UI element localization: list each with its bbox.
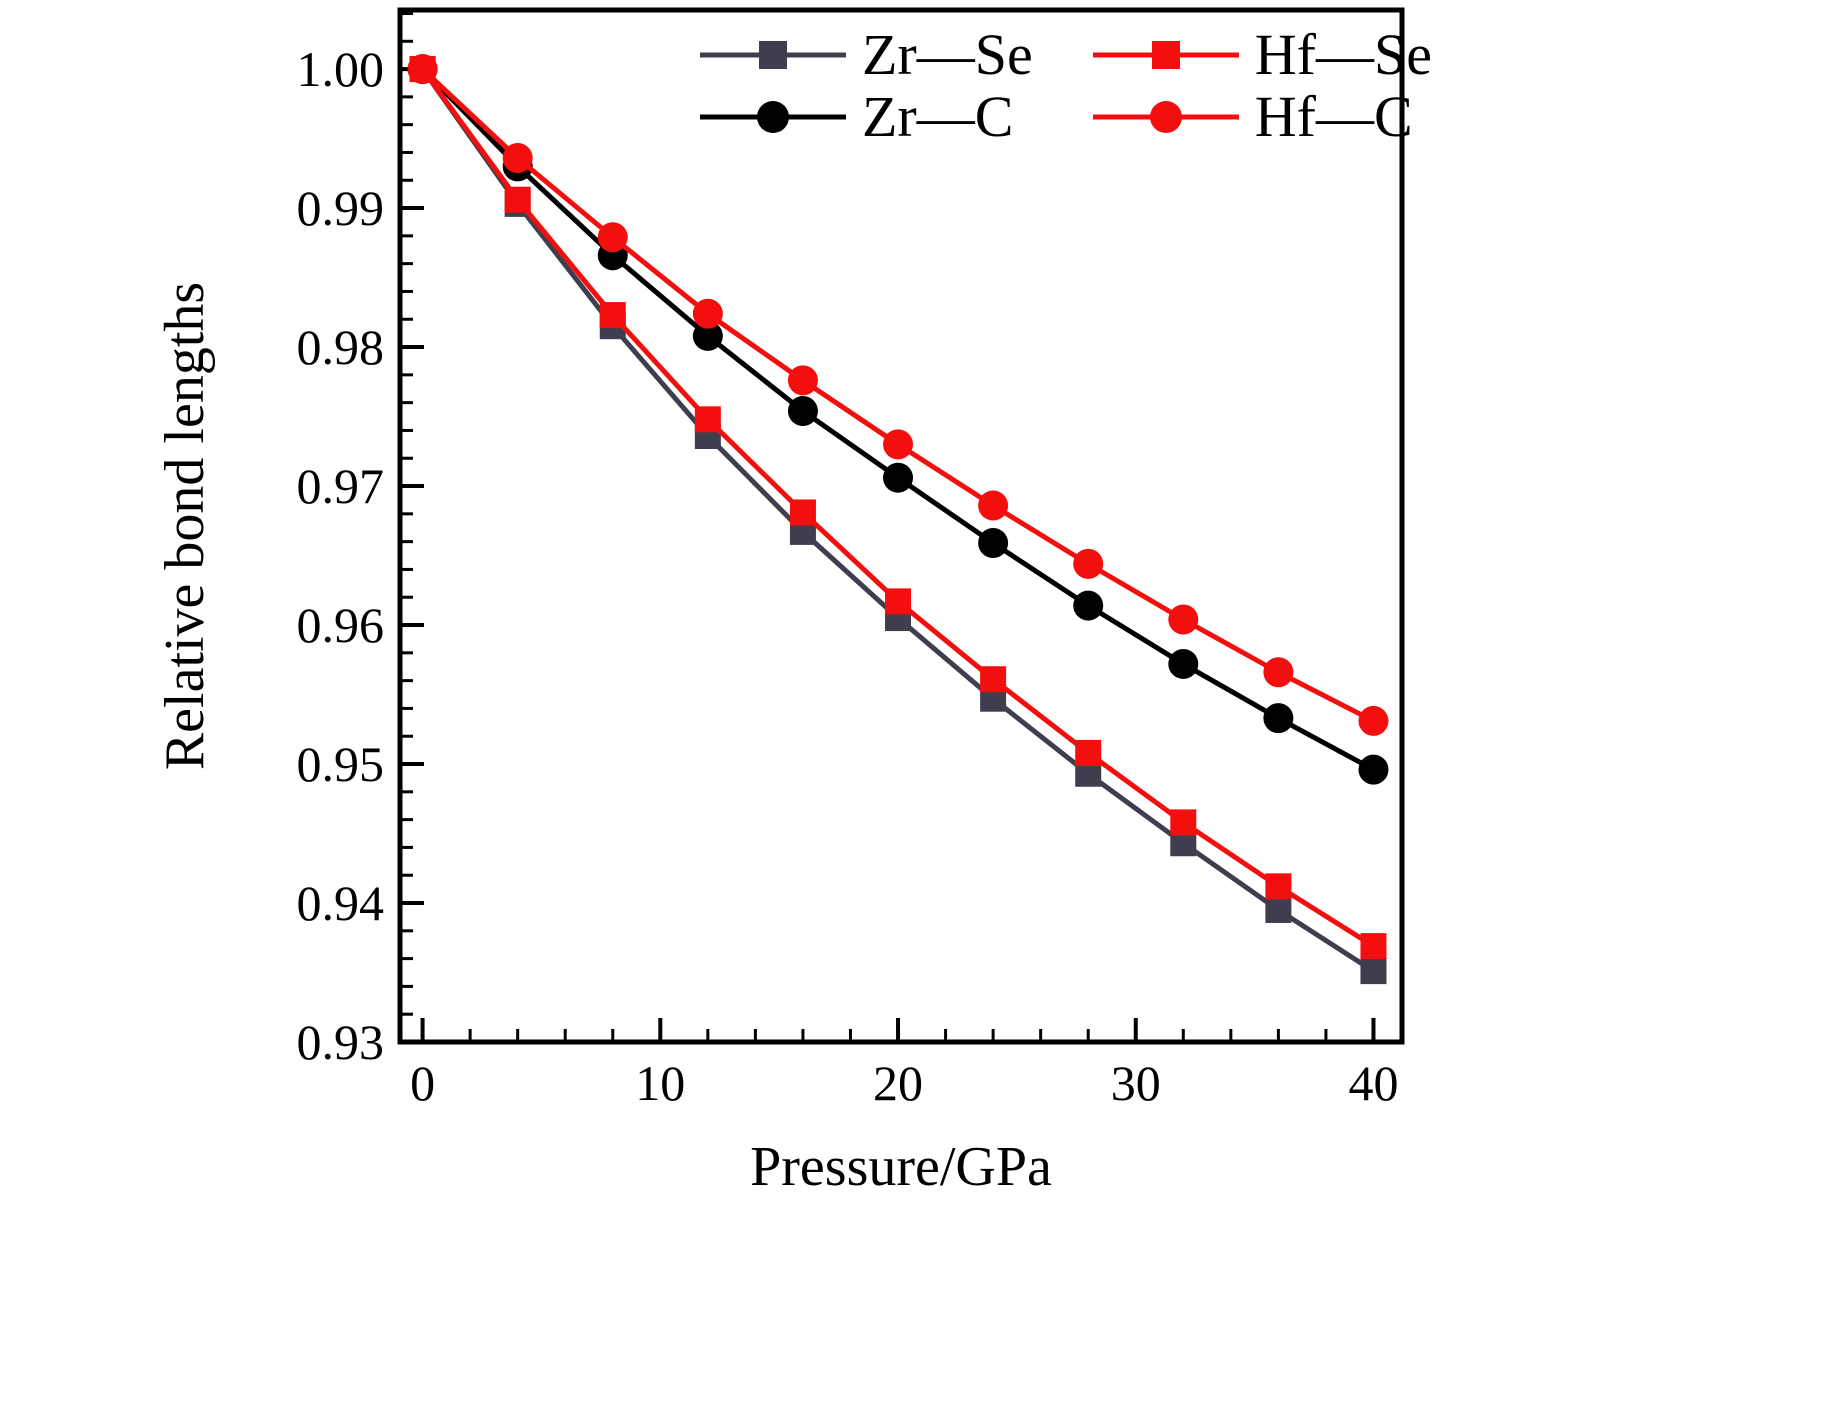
series-zr-se-marker: [1360, 958, 1387, 985]
series-hf-c-marker: [502, 143, 533, 174]
series-zr-se-marker: [1265, 896, 1292, 923]
series-hf-se-marker: [1170, 809, 1197, 836]
x-tick-label: 20: [873, 1055, 923, 1111]
series-hf-c-marker: [1263, 657, 1294, 688]
legend-label: Hf—Se: [1254, 22, 1432, 87]
plot-frame: [397, 7, 1405, 1045]
y-tick-label: 1.00: [297, 41, 385, 97]
y-tick-label: 0.99: [297, 180, 385, 236]
series-zr-c-marker: [883, 462, 914, 493]
legend-square-marker-icon: [1092, 41, 1239, 69]
series-hf-c-marker: [407, 54, 438, 85]
y-tick-label: 0.96: [297, 597, 385, 653]
legend-circle-marker-icon: [700, 101, 846, 133]
x-tick-label: 10: [635, 1055, 685, 1111]
series-hf-se-marker: [885, 588, 912, 615]
legend-label: Zr—Se: [862, 22, 1033, 87]
series-hf-c-marker: [787, 365, 818, 396]
series-hf-c-marker: [1168, 604, 1199, 635]
series-hf-c-marker: [692, 298, 723, 329]
series-zr-se-line: [420, 67, 1375, 974]
y-tick-label: 0.97: [297, 458, 385, 514]
x-tick-label: 40: [1348, 1055, 1398, 1111]
x-axis-title: Pressure/GPa: [750, 1136, 1052, 1198]
y-tick-label: 0.94: [297, 875, 385, 931]
series-zr-c-marker: [692, 320, 723, 351]
series-zr-c-line: [420, 67, 1375, 772]
y-tick-label: 0.98: [297, 319, 385, 375]
series-zr-c-marker: [978, 528, 1009, 559]
series-hf-se-marker: [1360, 933, 1387, 960]
x-tick-label: 30: [1111, 1055, 1161, 1111]
legend-item-zr-c: Zr—C: [698, 88, 1033, 146]
legend-label: Hf—C: [1254, 84, 1413, 149]
series-hf-c-marker: [1358, 705, 1389, 736]
legend-circle-marker-icon: [1092, 101, 1239, 133]
legend-item-hf-se: Hf—Se: [1091, 26, 1432, 84]
series-zr-c-marker: [1168, 648, 1199, 679]
series-hf-se-marker: [504, 186, 531, 213]
y-tick-label: 0.95: [297, 736, 385, 792]
legend-label: Zr—C: [862, 84, 1014, 149]
y-axis-title: Relative bond lengths: [154, 281, 216, 771]
series-zr-c-marker: [1073, 590, 1104, 621]
series-zr-c-marker: [1358, 754, 1389, 785]
series-hf-se-marker: [980, 666, 1007, 693]
series-hf-c-marker: [597, 222, 628, 253]
series-hf-se-marker: [789, 499, 816, 526]
series-zr-c-marker: [1263, 703, 1294, 734]
y-tick-label: 0.93: [297, 1014, 385, 1070]
series-hf-se-marker: [1265, 873, 1292, 900]
series-zr-c-marker: [787, 395, 818, 426]
series-hf-c-marker: [1073, 548, 1104, 579]
chart-legend: Zr—Se Hf—Se Zr—C Hf—C: [698, 26, 1432, 146]
x-tick-label: 0: [410, 1055, 435, 1111]
legend-item-hf-c: Hf—C: [1091, 88, 1432, 146]
series-hf-se-marker: [1075, 739, 1102, 766]
legend-item-zr-se: Zr—Se: [698, 26, 1033, 84]
series-hf-c-marker: [978, 490, 1009, 521]
series-hf-se-marker: [599, 302, 626, 329]
series-hf-se-marker: [694, 406, 721, 433]
legend-square-marker-icon: [700, 41, 846, 69]
series-hf-c-marker: [883, 429, 914, 460]
